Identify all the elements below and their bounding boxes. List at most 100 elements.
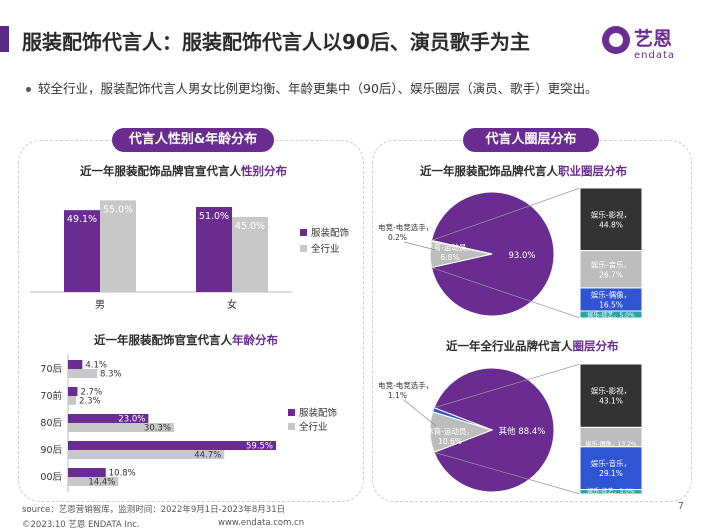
logo-icon <box>602 26 630 54</box>
age-bar-label: 14.4% <box>88 478 115 488</box>
breakdown-segment <box>579 489 643 495</box>
age-category-label: 70后 <box>40 364 62 375</box>
breakdown-label: 娱乐-影视， <box>591 386 631 396</box>
copyright: ©2023.10 艺恩 ENDATA Inc. <box>22 520 140 530</box>
circle2-bar-of-pie: 其他 88.4% 体育-运动员，10.6% 电竞-电竞选手，1.1% 娱乐-影视，43… <box>378 363 643 495</box>
gender-bar <box>64 210 100 292</box>
breakdown-label: 娱乐-音乐， <box>591 259 631 269</box>
bullet-icon <box>26 87 31 92</box>
source-note: source：艺恩营销智库，监测时间：2022年9月1日-2023年8月31日 <box>22 505 286 515</box>
gender-title-highlight: 性别分布 <box>241 164 287 178</box>
age-bar-label: 59.5% <box>246 442 273 452</box>
website-link[interactable]: www.endata.com.cn <box>218 518 305 528</box>
pie-slice-label: 6.8% <box>440 253 459 262</box>
pie-slice-label: 电竞-电竞选手， <box>378 380 433 390</box>
breakdown-value: 44.8% <box>599 220 623 229</box>
pie-connector-line <box>434 363 581 409</box>
logo-text-en: endata <box>634 50 676 61</box>
age-bar <box>68 423 174 432</box>
age-bar <box>68 360 83 369</box>
pie-connector-line <box>434 451 581 495</box>
gender-bar <box>232 217 268 292</box>
age-bar-label: 2.3% <box>79 397 101 407</box>
age-bar <box>68 387 78 396</box>
breakdown-segment <box>579 250 643 289</box>
age-bar-chart: 70后 4.1%8.3% 70前 2.7%2.3% 80后 23.0%30.3% 90后 59… <box>40 354 337 492</box>
gender-age-pill: 代言人性别&年龄分布 <box>112 128 274 152</box>
circle2-title-text: 近一年全行业品牌代言人 <box>446 339 573 353</box>
breakdown-segment <box>579 363 643 428</box>
age-legend-swatch <box>288 409 295 416</box>
pie-slice-label: 10.6% <box>438 437 462 446</box>
circle1-bar-of-pie: 93.0% 体育-运动员，6.8% 电竞-电竞选手，0.2% 娱乐-影视，44.8% 娱… <box>378 187 643 319</box>
gender-bar-label: 45.0% <box>235 221 265 232</box>
age-category-label: 90后 <box>40 445 62 456</box>
logo-text-cn: 艺恩 <box>634 28 673 50</box>
age-bar-label: 23.0% <box>118 415 145 425</box>
gender-legend-label: 服装配饰 <box>311 227 349 239</box>
endata-logo: 艺恩 endata <box>602 22 698 64</box>
gender-category-label: 女 <box>227 298 237 311</box>
age-bar <box>68 468 106 477</box>
page-title: 服装配饰代言人：服装配饰代言人以90后、演员歌手为主 <box>22 30 530 54</box>
breakdown-label: 娱乐-偶像， <box>591 289 631 299</box>
age-bar-label: 2.7% <box>80 388 102 398</box>
pie-leader-line <box>403 399 437 427</box>
pie-leader-line <box>403 241 437 251</box>
pie-slice <box>430 239 493 255</box>
breakdown-value: 43.1% <box>599 397 623 406</box>
breakdown-label: 娱乐-综艺，3.0% <box>587 487 635 495</box>
age-bar-label: 8.3% <box>100 370 122 380</box>
breakdown-value: 29.1% <box>599 469 623 478</box>
breakdown-label: 娱乐-影视， <box>591 209 631 219</box>
title-accent-bar <box>0 26 9 52</box>
breakdown-segment <box>579 187 643 252</box>
circle2-chart-title: 近一年全行业品牌代言人圈层分布 <box>446 338 619 354</box>
age-legend-label: 全行业 <box>299 421 328 433</box>
age-bar-label: 30.3% <box>144 424 171 434</box>
pie-slice-label: 其他 88.4% <box>499 426 546 437</box>
breakdown-value: 26.7% <box>599 270 623 279</box>
age-bar <box>68 477 119 486</box>
page-subtitle: 较全行业，服装配饰代言人男女比例更均衡、年龄更集中（90后）、娱乐圈层（演员、歌… <box>26 78 598 97</box>
gender-legend-swatch <box>300 245 307 252</box>
circle-pill: 代言人圈层分布 <box>463 128 599 152</box>
circle1-title-highlight: 职业圈层分布 <box>558 164 627 178</box>
age-title-text: 近一年服装配饰官宣代言人 <box>94 333 232 347</box>
pie-slice-label: 体育-运动员， <box>426 426 474 436</box>
breakdown-segment <box>579 310 643 319</box>
breakdown-label: 娱乐-综艺，5.0% <box>587 311 635 319</box>
breakdown-value: 16.5% <box>599 300 623 309</box>
pie-slice-label: 体育-运动员， <box>426 242 474 252</box>
breakdown-label: 娱乐-音乐， <box>591 458 631 468</box>
age-bar <box>68 450 225 459</box>
pie-slice-label: 0.2% <box>388 233 407 242</box>
breakdown-segment <box>579 446 643 491</box>
age-bar-label: 44.7% <box>194 451 221 461</box>
circle1-chart-title: 近一年服装配饰品牌代言人职业圈层分布 <box>420 163 627 179</box>
age-bar <box>68 396 77 405</box>
gender-bar <box>100 200 136 292</box>
pie-slice-label: 1.1% <box>388 391 407 400</box>
age-legend-swatch <box>288 423 295 430</box>
gender-legend-label: 全行业 <box>311 243 340 255</box>
gender-legend-swatch <box>300 229 307 236</box>
subtitle-text: 较全行业，服装配饰代言人男女比例更均衡、年龄更集中（90后）、娱乐圈层（演员、歌… <box>38 81 598 96</box>
gender-category-label: 男 <box>95 299 105 311</box>
circle2-title-highlight: 圈层分布 <box>572 339 619 353</box>
age-category-label: 70前 <box>40 390 62 402</box>
pie-slice-label: 电竞-电竞选手， <box>378 222 433 232</box>
circle1-title-text: 近一年服装配饰品牌代言人 <box>420 164 558 178</box>
pie-slice-label: 93.0% <box>508 251 535 261</box>
pie-slice <box>430 191 555 317</box>
pie-slice <box>432 407 493 431</box>
breakdown-label: 娱乐-偶像，13.2% <box>585 440 637 448</box>
age-category-label: 00后 <box>40 472 62 483</box>
gender-bar <box>196 207 232 292</box>
gender-bar-label: 51.0% <box>199 211 229 222</box>
age-legend-label: 服装配饰 <box>299 407 337 419</box>
age-bar <box>68 441 276 450</box>
page-number: 7 <box>677 501 684 512</box>
age-chart-title: 近一年服装配饰官宣代言人年龄分布 <box>94 332 278 348</box>
